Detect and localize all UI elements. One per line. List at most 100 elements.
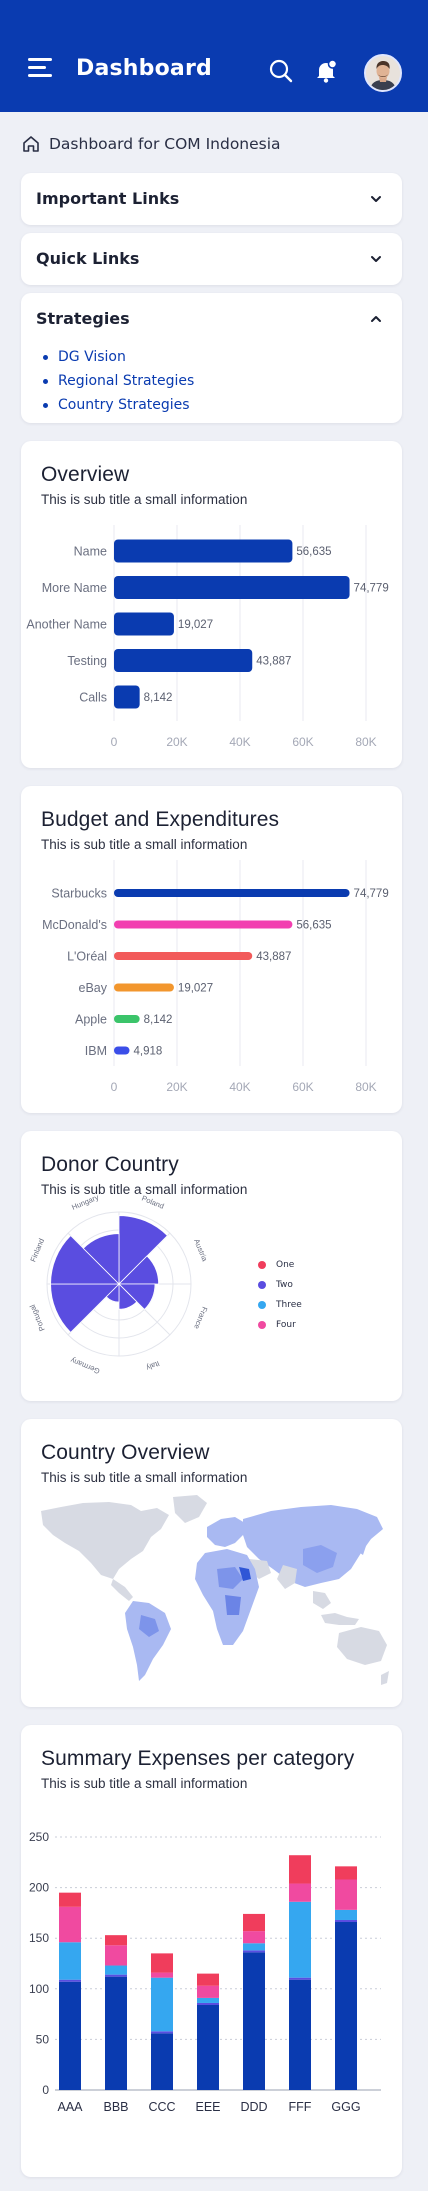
chevron-down-icon bbox=[371, 196, 381, 202]
polar-segment bbox=[118, 1283, 156, 1311]
y-tick-label: 0 bbox=[42, 2083, 49, 2097]
x-tick-label: 40K bbox=[229, 1080, 250, 1094]
stacked-bar-segment bbox=[335, 1922, 357, 2090]
accordion-header-quick-links[interactable]: Quick Links bbox=[21, 233, 402, 285]
bar bbox=[114, 539, 293, 563]
card-subtitle: This is sub title a small information bbox=[41, 1470, 248, 1485]
data-label: 56,635 bbox=[296, 546, 331, 558]
map-region-asia bbox=[243, 1505, 383, 1587]
x-tick-label: DDD bbox=[240, 2100, 267, 2114]
y-category-label: Apple bbox=[75, 1013, 107, 1027]
polar-category-label: Italy bbox=[145, 1359, 161, 1373]
x-tick-label: BBB bbox=[103, 2100, 128, 2114]
polar-segment bbox=[82, 1233, 120, 1285]
home-icon[interactable] bbox=[21, 134, 41, 154]
polar-segment bbox=[50, 1235, 120, 1285]
menu-icon[interactable] bbox=[28, 58, 52, 78]
data-label: 56,635 bbox=[296, 920, 331, 932]
stacked-bar-segment bbox=[59, 1906, 81, 1943]
legend-item: One bbox=[258, 1255, 302, 1275]
polar-category-label: Germany bbox=[69, 1356, 101, 1376]
card-title: Country Overview bbox=[41, 1441, 210, 1464]
map-region-southeast-asia bbox=[313, 1591, 331, 1609]
stacked-bar-segment bbox=[243, 1931, 265, 1944]
legend-swatch bbox=[258, 1281, 266, 1289]
y-tick-label: 250 bbox=[29, 1830, 49, 1844]
y-category-label: L'Oréal bbox=[67, 950, 107, 964]
stacked-bar-segment bbox=[335, 1879, 357, 1910]
legend-swatch bbox=[258, 1301, 266, 1309]
stacked-bar-segment bbox=[289, 1979, 311, 2090]
stacked-bar-segment bbox=[335, 1866, 357, 1880]
y-category-label: Calls bbox=[79, 691, 107, 705]
strategy-link-label: DG Vision bbox=[58, 349, 126, 365]
world-map[interactable] bbox=[21, 1419, 402, 1707]
avatar[interactable] bbox=[364, 54, 402, 92]
x-tick-label: FFF bbox=[289, 2100, 312, 2114]
strategy-link[interactable]: Regional Strategies bbox=[43, 369, 194, 393]
data-label: 74,779 bbox=[354, 888, 389, 900]
polar-segment bbox=[118, 1215, 168, 1285]
stacked-bar-segment bbox=[197, 2002, 219, 2005]
y-tick-label: 150 bbox=[29, 1931, 49, 1945]
stacked-bar-segment bbox=[151, 1977, 173, 2032]
strategy-link[interactable]: Country Strategies bbox=[43, 393, 194, 417]
legend-label: Four bbox=[276, 1320, 296, 1330]
accordion-title: Important Links bbox=[36, 189, 180, 208]
stacked-bar-segment bbox=[197, 1985, 219, 1998]
chevron-down-icon bbox=[371, 256, 381, 262]
card-title: Budget and Expenditures bbox=[41, 808, 280, 831]
bar bbox=[114, 649, 253, 672]
stacked-bar-segment bbox=[105, 1945, 127, 1966]
map-region-australia bbox=[337, 1627, 387, 1665]
top-app-bar: Dashboard bbox=[0, 0, 428, 112]
stacked-bar-segment bbox=[197, 1973, 219, 1986]
legend-item: Three bbox=[258, 1295, 302, 1315]
legend-label: One bbox=[276, 1260, 295, 1270]
bell-icon[interactable] bbox=[313, 58, 339, 84]
card-subtitle: This is sub title a small information bbox=[41, 1182, 248, 1197]
budget-bar-chart: 0 20K 40K 60K 80K Starbucks 74,779 McDonald's 56… bbox=[42, 860, 389, 1094]
bar bbox=[114, 576, 350, 599]
stacked-bar-segment bbox=[59, 1979, 81, 1982]
polar-category-label: Hungary bbox=[70, 1193, 100, 1212]
card-title: Donor Country bbox=[41, 1153, 179, 1176]
strategies-list: DG Vision Regional Strategies Country St… bbox=[43, 345, 194, 417]
legend-swatch bbox=[258, 1261, 266, 1269]
bullet-icon bbox=[43, 378, 48, 384]
map-region-japan bbox=[357, 1539, 367, 1555]
x-tick-label: 20K bbox=[166, 735, 187, 749]
map-region-indonesia bbox=[321, 1613, 359, 1625]
stacked-bar-segment bbox=[289, 1855, 311, 1884]
accordion-quick-links: Quick Links bbox=[21, 233, 402, 285]
summary-stacked-bar-chart: 0 50 100 150 200 250 AAA BBB CCC EEE DDD FFF GGG bbox=[29, 1830, 381, 2114]
x-tick-label: 0 bbox=[111, 735, 118, 749]
polar-category-label: Poland bbox=[140, 1194, 165, 1211]
stacked-bar-segment bbox=[243, 1950, 265, 1953]
legend-label: Three bbox=[276, 1300, 302, 1310]
card-subtitle: This is sub title a small information bbox=[41, 492, 248, 507]
data-label: 74,779 bbox=[354, 583, 389, 595]
accordion-title: Quick Links bbox=[36, 249, 140, 268]
search-icon[interactable] bbox=[268, 58, 294, 84]
x-tick-label: 80K bbox=[355, 1080, 376, 1094]
bullet-icon bbox=[43, 402, 48, 408]
overview-card: Overview This is sub title a small infor… bbox=[21, 441, 402, 768]
x-tick-label: EEE bbox=[195, 2100, 220, 2114]
accordion-header-important-links[interactable]: Important Links bbox=[21, 173, 402, 225]
breadcrumb: Dashboard for COM Indonesia bbox=[21, 132, 281, 156]
accordion-title: Strategies bbox=[36, 309, 130, 328]
accordion-header-strategies[interactable]: Strategies bbox=[21, 293, 402, 345]
data-label: 8,142 bbox=[144, 1014, 173, 1026]
app-title: Dashboard bbox=[76, 56, 212, 81]
legend-item: Four bbox=[258, 1315, 302, 1335]
x-tick-label: CCC bbox=[148, 2100, 175, 2114]
breadcrumb-text: Dashboard for COM Indonesia bbox=[49, 135, 281, 153]
card-title: Summary Expenses per category bbox=[41, 1747, 355, 1770]
bar bbox=[114, 1046, 130, 1055]
x-tick-label: 60K bbox=[292, 1080, 313, 1094]
strategy-link[interactable]: DG Vision bbox=[43, 345, 194, 369]
stacked-bar-segment bbox=[289, 1901, 311, 1978]
card-subtitle: This is sub title a small information bbox=[41, 837, 248, 852]
x-tick-label: 60K bbox=[292, 735, 313, 749]
